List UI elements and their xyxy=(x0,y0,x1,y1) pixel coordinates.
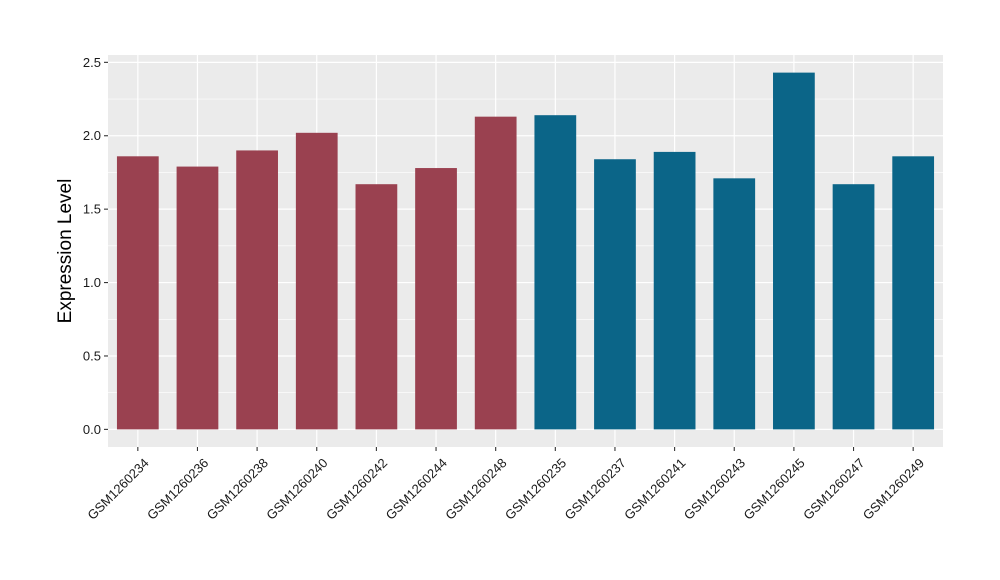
bar-GSM1260234 xyxy=(116,156,159,430)
x-tick-label: GSM1260242 xyxy=(323,455,390,522)
x-tick-label: GSM1260245 xyxy=(740,455,807,522)
bar-GSM1260238 xyxy=(236,150,278,430)
plot-panel xyxy=(108,55,943,447)
y-axis-title: Expression Level xyxy=(55,179,76,324)
x-tick-label: GSM1260234 xyxy=(84,455,151,522)
x-tick-label: GSM1260244 xyxy=(383,455,450,522)
y-tick-label: 1.0 xyxy=(83,275,101,290)
x-tick-label: GSM1260236 xyxy=(144,455,211,522)
x-tick-label: GSM1260249 xyxy=(860,455,927,522)
x-tick-label: GSM1260248 xyxy=(442,455,509,522)
x-tick-label: GSM1260247 xyxy=(800,455,867,522)
x-axis: GSM1260234GSM1260236GSM1260238GSM1260240… xyxy=(84,447,927,523)
bar-GSM1260242 xyxy=(355,184,398,430)
bar-GSM1260247 xyxy=(832,184,875,430)
x-tick-label: GSM1260235 xyxy=(502,455,569,522)
y-tick-label: 1.5 xyxy=(83,202,101,217)
bar-GSM1260236 xyxy=(176,166,219,430)
bar-GSM1260237 xyxy=(594,159,636,430)
bar-GSM1260240 xyxy=(295,132,338,430)
x-tick-label: GSM1260237 xyxy=(562,455,629,522)
y-tick-label: 0.0 xyxy=(83,422,101,437)
bars xyxy=(116,72,935,430)
x-tick-label: GSM1260238 xyxy=(204,455,271,522)
x-tick-label: GSM1260240 xyxy=(263,455,330,522)
bar-GSM1260243 xyxy=(713,178,756,430)
bar-GSM1260235 xyxy=(534,115,577,430)
y-tick-label: 2.5 xyxy=(83,55,101,70)
y-tick-label: 2.0 xyxy=(83,128,101,143)
bar-GSM1260249 xyxy=(892,156,935,430)
x-tick-label: GSM1260243 xyxy=(681,455,748,522)
bar-GSM1260241 xyxy=(653,151,696,430)
bar-GSM1260245 xyxy=(773,72,815,430)
y-axis: 0.0 0.5 1.0 1.5 2.0 2.5 xyxy=(83,55,108,437)
bar-GSM1260248 xyxy=(474,116,517,430)
bar-GSM1260244 xyxy=(415,168,457,430)
y-tick-label: 0.5 xyxy=(83,348,101,363)
x-tick-label: GSM1260241 xyxy=(621,455,688,522)
